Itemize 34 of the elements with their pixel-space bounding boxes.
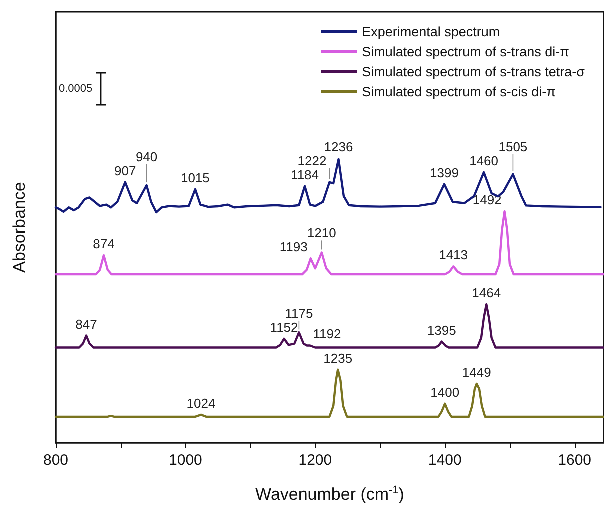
annotation: 1152 bbox=[270, 320, 298, 335]
annotation: 1460 bbox=[470, 153, 498, 168]
annotation: 940 bbox=[136, 149, 158, 164]
annotation: 1399 bbox=[430, 165, 459, 180]
annotation: 1505 bbox=[498, 139, 528, 154]
annotation: 874 bbox=[93, 236, 115, 252]
annotation: 1464 bbox=[472, 286, 502, 301]
annotation: 1210 bbox=[307, 226, 336, 241]
x-tick-label: 1600 bbox=[558, 452, 592, 469]
x-tick-label: 1000 bbox=[169, 452, 202, 469]
text: 0.0005 bbox=[59, 83, 93, 95]
annotation: 1222 bbox=[298, 153, 327, 168]
annotation: 1193 bbox=[280, 240, 308, 255]
annotation: 1236 bbox=[324, 139, 354, 154]
y-axis-title: Absorbance bbox=[10, 182, 29, 273]
legend-label: Simulated spectrum of s-cis di-π bbox=[362, 84, 556, 100]
annotation: 1015 bbox=[180, 170, 210, 186]
annotation: 1175 bbox=[285, 306, 314, 321]
annotation: 847 bbox=[76, 316, 98, 332]
annotation: 1413 bbox=[439, 248, 468, 263]
legend-label: Simulated spectrum of s-trans di-π bbox=[362, 44, 570, 60]
legend-label: Experimental spectrum bbox=[362, 24, 500, 40]
annotation: 1395 bbox=[427, 322, 456, 338]
annotation: 1192 bbox=[313, 326, 342, 342]
x-tick-label: 1400 bbox=[428, 452, 462, 469]
annotation: 1400 bbox=[430, 384, 460, 400]
annotation: 1449 bbox=[462, 365, 492, 380]
x-tick-label: 1200 bbox=[298, 452, 332, 469]
x-tick-label: 800 bbox=[43, 452, 69, 469]
annotation: 1235 bbox=[324, 350, 353, 366]
annotation: 1024 bbox=[186, 396, 216, 411]
annotation: 907 bbox=[114, 163, 136, 178]
legend-label: Simulated spectrum of s-trans tetra-σ bbox=[362, 64, 586, 80]
annotation: 1184 bbox=[291, 167, 320, 182]
